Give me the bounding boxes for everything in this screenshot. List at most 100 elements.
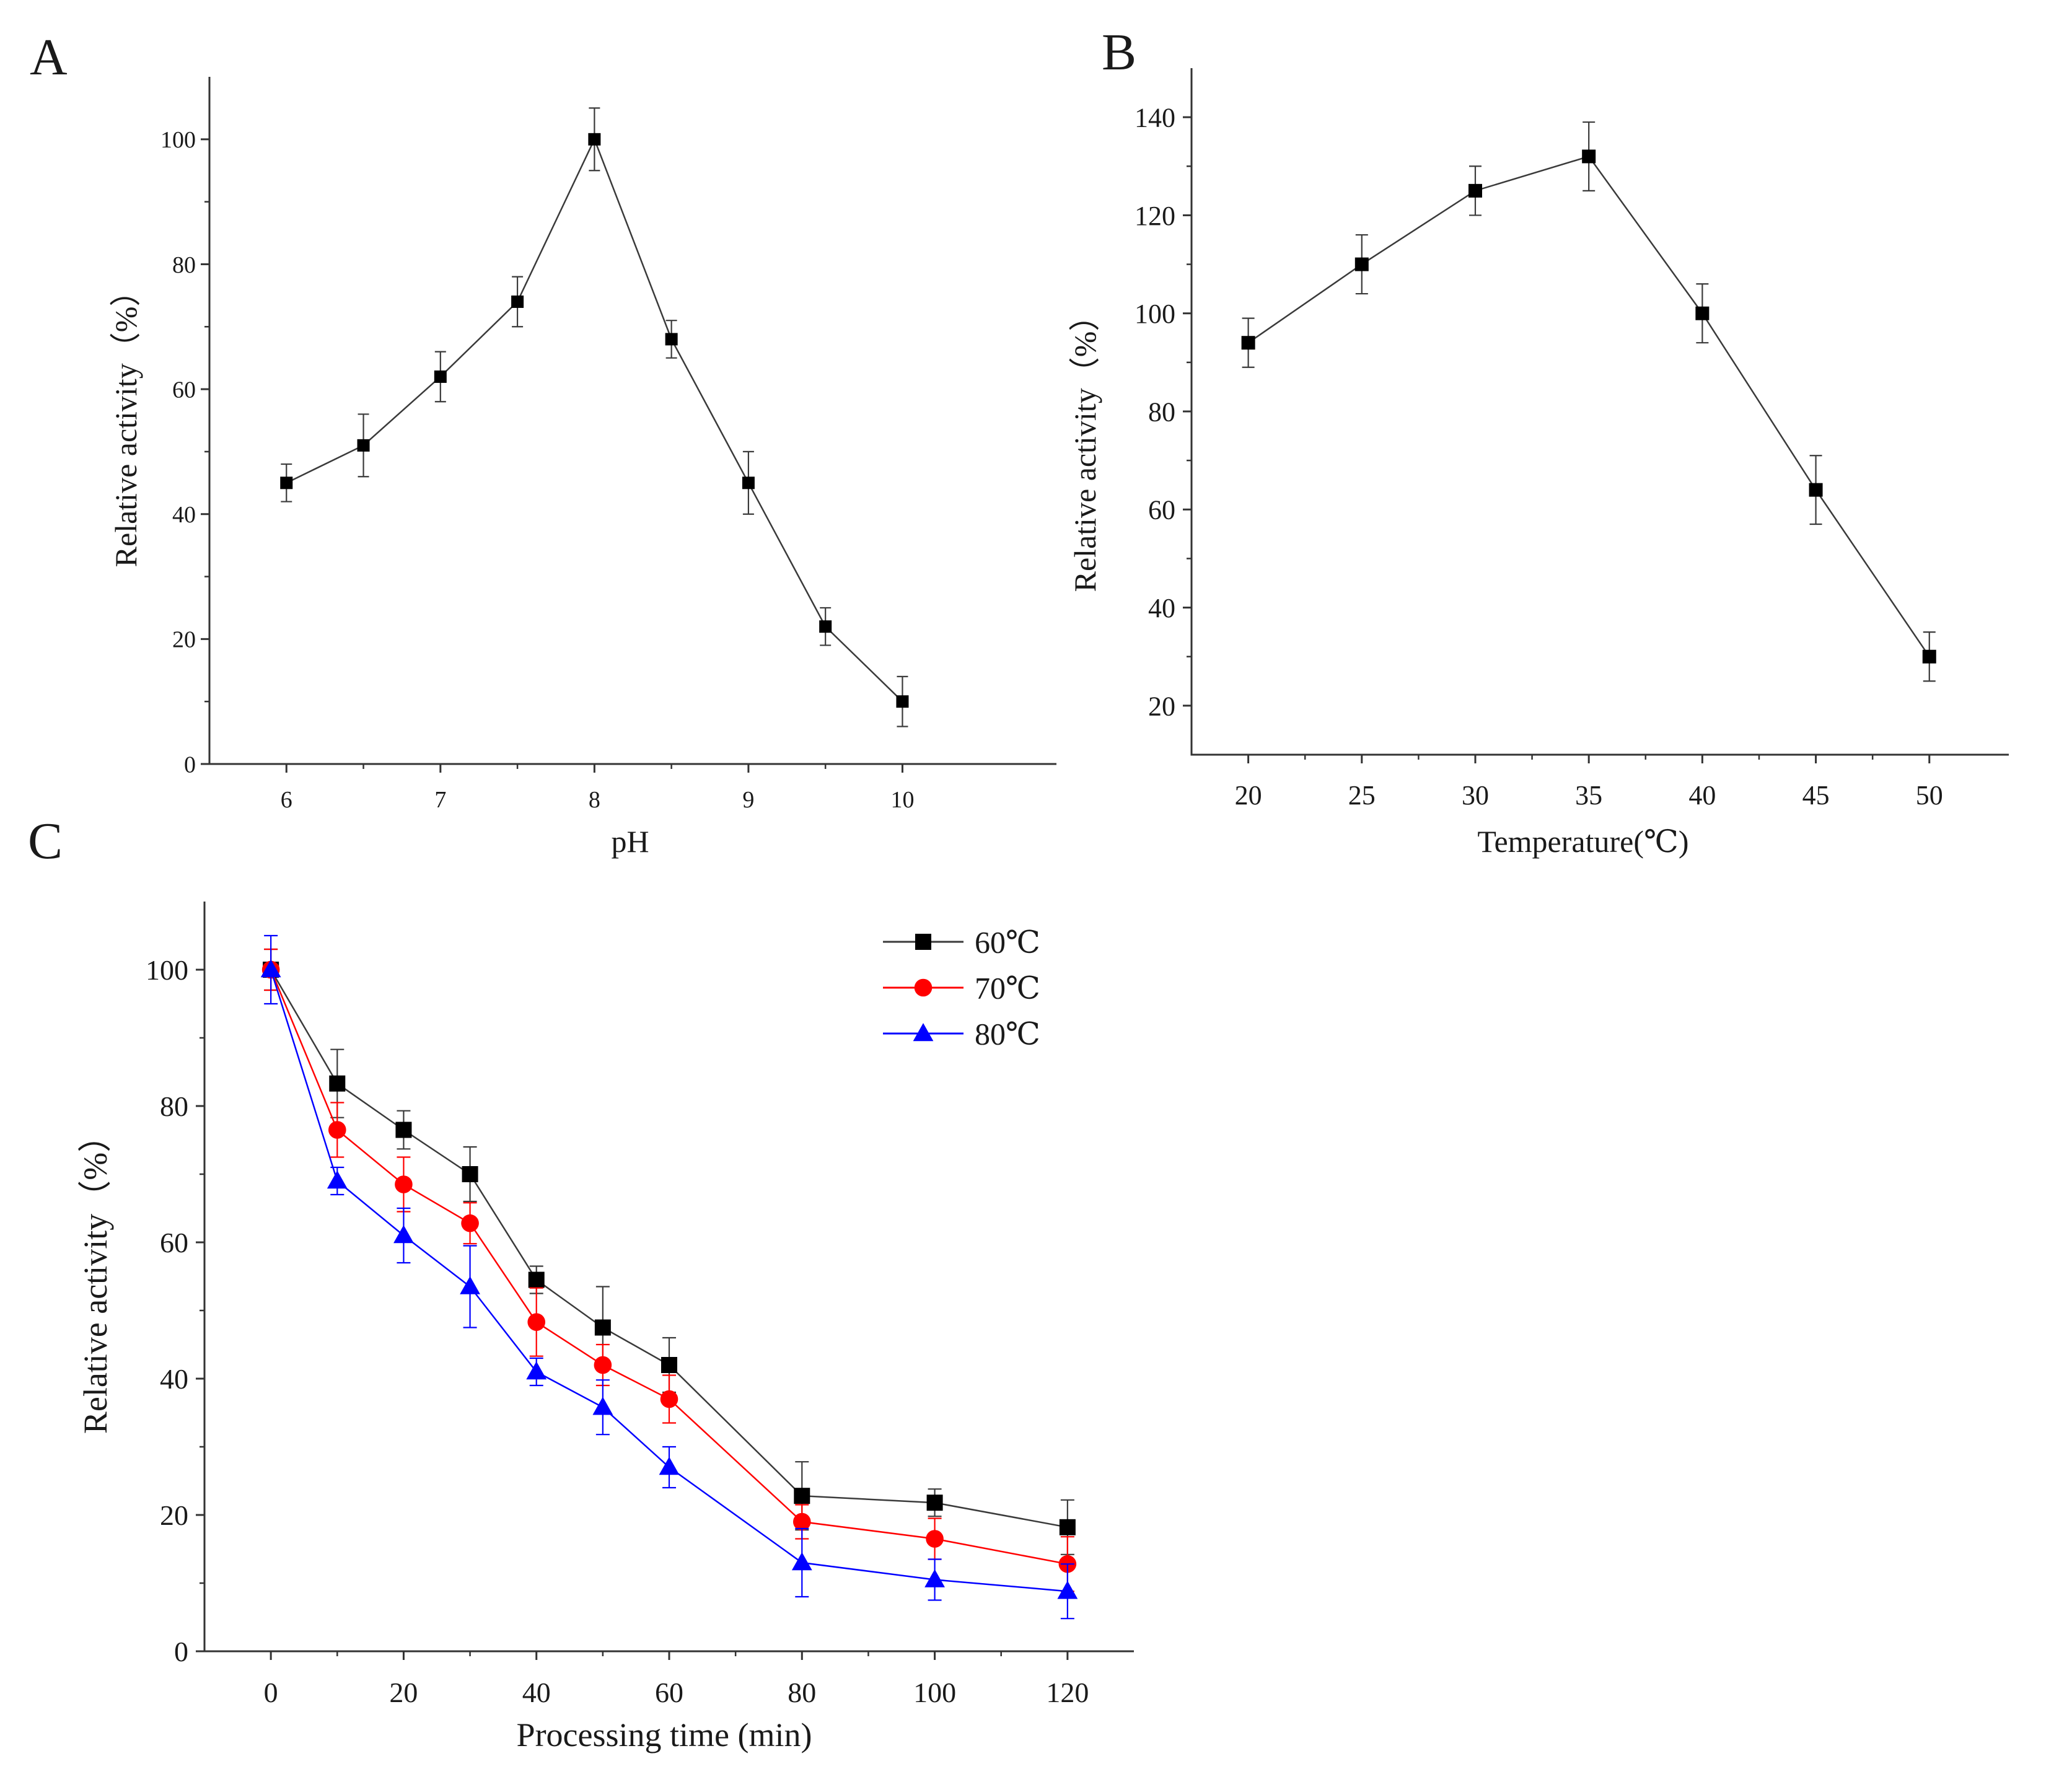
panel-b-series [1241,121,1936,682]
panel-c-data-point [260,959,281,978]
panel-c-data-point [460,1276,480,1294]
panel-a: A 0 20 40 60 80 100 6 7 8 9 10 pH Relative activit… [30,29,1056,859]
panel-c-legend: 60℃ 70℃ 80℃ [883,925,1040,1051]
panel-c-y-tick-label: 100 [146,954,188,986]
panel-c-series-line [270,969,1068,1529]
legend-item: 70℃ [883,971,1040,1006]
panel-b-y-tick-label: 20 [1148,691,1175,721]
panel-b-x-tick-label: 40 [1688,780,1716,810]
panel-b-axes [1190,68,2009,756]
panel-c-data-point [924,1569,945,1587]
panel-c-data-point [594,1356,612,1374]
panel-b-data-point [1809,483,1823,497]
panel-c-data-point [527,1313,546,1331]
panel-a-data-point [511,295,524,308]
panel-b-data-point [1468,183,1482,198]
panel-c-series-1 [261,948,1077,1592]
panel-a-x-tick-label: 7 [434,787,446,813]
panel-b-y-tick-label: 120 [1135,201,1175,231]
legend-item: 60℃ [883,925,1040,960]
panel-b-x-tick-label: 50 [1916,780,1943,810]
panel-c-data-point [526,1361,547,1380]
panel-a-x-tick-label: 9 [742,787,754,813]
panel-b: B 20 40 60 80 100 120 140 20 25 30 35 40 45 50 Temper… [1068,24,2009,859]
panel-c-x-tick-label: 20 [389,1677,418,1708]
panel-a-data-point [434,370,447,383]
panel-c-data-point [791,1552,812,1571]
panel-c-data-point [327,1170,348,1189]
panel-a-data-point [819,620,832,633]
panel-c-y-tick-label: 20 [160,1499,188,1531]
panel-c-series-2 [260,934,1078,1620]
panel-c-data-point [660,1390,678,1408]
panel-c-y-tick-label: 0 [174,1636,188,1667]
panel-a-y-tick-label: 0 [184,752,196,778]
panel-a-x-tick-label: 8 [589,787,600,813]
panel-c-series [260,934,1078,1620]
panel-c-y-axis-label: Relative activity（%） [77,1119,114,1434]
panel-c: C 0 20 40 60 80 100 0 20 40 60 80 100 120 Processing… [28,812,1134,1754]
legend-label: 80℃ [975,1017,1040,1051]
panel-c-y-tick-label: 40 [160,1363,188,1395]
legend-item: 80℃ [883,1017,1040,1051]
panel-b-data-point [1695,306,1710,320]
legend-marker [915,934,931,950]
panel-a-series [280,107,909,727]
panel-label-a: A [30,29,68,86]
panel-c-x-tick-label: 40 [522,1677,551,1708]
panel-c-data-point [1057,1581,1078,1599]
panel-a-x-axis-label: pH [611,824,649,859]
panel-a-x-tick-label: 10 [890,787,914,813]
panel-a-data-point [588,133,601,146]
panel-a-y-tick-label: 60 [172,377,196,403]
panel-c-x-tick-label: 100 [913,1677,956,1708]
panel-a-y-tick-label: 20 [172,627,196,653]
panel-c-y-tick-label: 60 [160,1227,188,1258]
panel-b-y-tick-label: 80 [1148,397,1175,427]
panel-c-data-point [594,1319,611,1336]
panel-c-data-point [329,1075,346,1092]
panel-b-x-tick-label: 25 [1348,780,1376,810]
panel-c-series-line [270,969,1068,1565]
panel-b-series-0 [1241,121,1936,682]
panel-a-y-axis-label: Relative activity（%） [108,276,143,568]
legend-marker [914,978,933,997]
panel-c-data-point [926,1495,943,1511]
panel-c-series-0 [263,948,1076,1555]
panel-c-x-tick-label: 60 [655,1677,683,1708]
panel-b-x-tick-label: 20 [1235,780,1262,810]
panel-c-data-point [528,1271,545,1288]
panel-label-c: C [28,812,63,870]
panel-b-x-tick-label: 35 [1575,780,1602,810]
panel-c-data-point [926,1530,944,1548]
panel-c-data-point [462,1166,478,1182]
panel-a-ticks: 0 20 40 60 80 100 6 7 8 9 10 [160,127,914,813]
panel-b-x-axis-label: Temperature(℃) [1477,824,1688,859]
panel-b-y-tick-label: 100 [1135,299,1175,329]
panel-b-axis-frame [1190,68,2009,756]
panel-a-y-tick-label: 40 [172,502,196,528]
panel-b-data-point [1582,149,1596,164]
panel-a-y-tick-label: 100 [160,127,196,153]
legend-label: 70℃ [975,971,1040,1006]
legend-label: 60℃ [975,925,1040,960]
panel-c-x-axis-label: Processing time (min) [517,1716,812,1754]
panel-c-data-point [592,1397,613,1415]
panel-c-data-point [395,1175,413,1193]
panel-b-data-point [1354,257,1369,271]
panel-a-data-point [896,695,909,708]
panel-label-b: B [1102,24,1136,81]
panel-c-x-tick-label: 0 [264,1677,278,1708]
panel-a-x-tick-label: 6 [281,787,292,813]
panel-c-x-tick-label: 120 [1046,1677,1089,1708]
legend-marker [913,1023,934,1042]
panel-b-x-tick-label: 30 [1462,780,1489,810]
panel-c-data-point [661,1357,677,1373]
panel-c-y-tick-label: 80 [160,1091,188,1122]
panel-b-data-point [1241,336,1255,350]
panel-a-y-tick-label: 80 [172,252,196,278]
panel-c-data-point [393,1225,414,1244]
panel-c-x-tick-label: 80 [788,1677,816,1708]
